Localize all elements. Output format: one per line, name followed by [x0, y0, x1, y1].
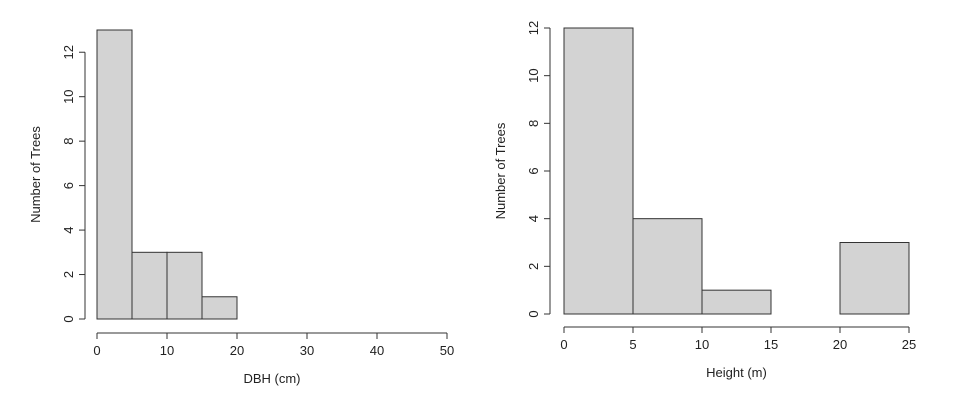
y-tick-label: 0: [526, 310, 541, 317]
y-tick-label: 8: [61, 138, 76, 145]
y-tick-label: 2: [61, 271, 76, 278]
y-axis-label: Number of Trees: [493, 122, 508, 219]
y-tick-label: 12: [526, 21, 541, 35]
histogram-bar: [701, 289, 772, 315]
x-axis-label: Height (m): [706, 365, 767, 380]
y-tick-label: 12: [61, 45, 76, 59]
y-tick-label: 2: [526, 263, 541, 270]
y-axis-label: Number of Trees: [28, 126, 43, 223]
y-tick-label: 6: [61, 182, 76, 189]
x-tick-label: 5: [629, 337, 636, 352]
x-tick-label: 40: [370, 343, 384, 358]
y-tick-label: 4: [526, 215, 541, 222]
x-tick-label: 10: [160, 343, 174, 358]
y-tick-label: 10: [526, 68, 541, 82]
x-tick-label: 10: [695, 337, 709, 352]
y-tick-label: 0: [61, 315, 76, 322]
histogram-bar: [839, 242, 910, 315]
x-tick-label: 15: [764, 337, 778, 352]
histogram-bar: [563, 27, 634, 315]
histogram-bar: [96, 29, 133, 320]
histogram-bar: [166, 251, 203, 320]
x-tick-label: 20: [230, 343, 244, 358]
y-tick-label: 6: [526, 167, 541, 174]
x-tick-label: 0: [560, 337, 567, 352]
x-tick-label: 0: [93, 343, 100, 358]
y-tick-label: 4: [61, 226, 76, 233]
x-tick-label: 20: [833, 337, 847, 352]
y-tick-label: 10: [61, 89, 76, 103]
x-tick-label: 30: [300, 343, 314, 358]
histogram-bar: [201, 296, 238, 320]
x-tick-label: 50: [440, 343, 454, 358]
y-tick-label: 8: [526, 120, 541, 127]
x-tick-label: 25: [902, 337, 916, 352]
x-axis-label: DBH (cm): [243, 371, 300, 386]
histogram-bar: [131, 251, 168, 320]
histogram-bar: [632, 218, 703, 315]
